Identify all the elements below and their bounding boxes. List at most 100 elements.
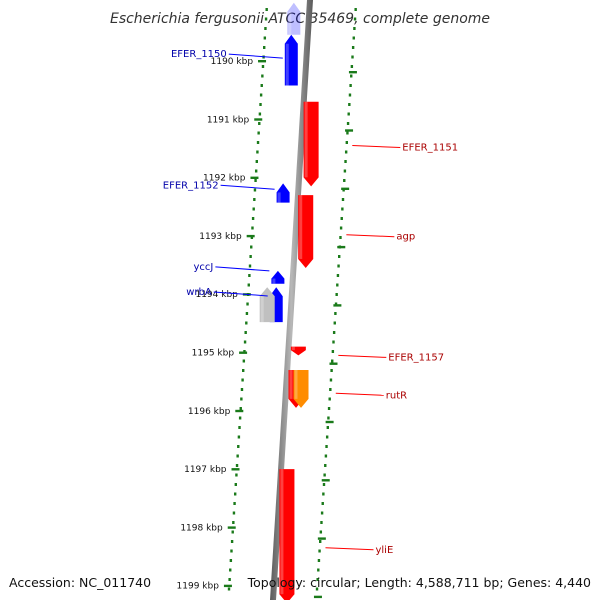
track-dot [254, 169, 258, 173]
gene-label[interactable]: yliE [375, 545, 393, 556]
track-dot [263, 36, 267, 40]
track-dot [236, 454, 239, 458]
tick-mark [239, 351, 248, 354]
gene-arrow[interactable] [293, 369, 309, 408]
track-dot [231, 530, 234, 534]
track-dot [237, 445, 240, 448]
track-dot [252, 207, 255, 211]
label-leader [325, 547, 374, 551]
track-dot [335, 293, 338, 296]
track-dot [353, 27, 356, 30]
accession-text: Accession: NC_011740 [9, 575, 151, 590]
track-dot [245, 321, 248, 325]
gene-arrow[interactable] [303, 101, 319, 187]
track-dot [256, 150, 259, 154]
track-dot [251, 226, 254, 230]
track-dot [343, 179, 346, 182]
track-dot [344, 160, 347, 163]
gene-label[interactable]: EFER_1150 [171, 49, 227, 60]
track-dot [322, 492, 325, 496]
track-dot [321, 502, 324, 505]
track-dot [315, 587, 319, 591]
track-dot [332, 331, 336, 334]
track-dot [330, 369, 333, 372]
gene-label[interactable]: yccJ [194, 262, 214, 273]
track-dot [228, 578, 231, 581]
tick-mark [258, 60, 267, 63]
track-dot [248, 264, 252, 268]
track-dot [344, 150, 348, 154]
track-dot [242, 369, 245, 372]
track-dot [240, 397, 243, 401]
tick-mark [246, 234, 255, 238]
label-leader [220, 184, 275, 190]
gene-label[interactable]: EFER_1152 [163, 180, 219, 191]
track-dot [240, 388, 244, 391]
track-dot [232, 511, 236, 515]
tick-mark [337, 245, 346, 249]
gene-highlight [285, 43, 289, 86]
track-dot [345, 141, 348, 144]
gene-label[interactable]: rutR [386, 390, 407, 401]
track-dot [325, 445, 328, 448]
gene-arrow[interactable] [276, 183, 290, 203]
track-dot [339, 236, 342, 239]
track-dot [255, 160, 258, 163]
gene-label[interactable]: EFER_1151 [402, 143, 458, 154]
tick-mark [345, 129, 354, 132]
tick-mark [321, 479, 330, 482]
track-dot [347, 112, 350, 116]
track-dot [334, 302, 338, 306]
gene-arrow[interactable] [271, 270, 285, 284]
tick-mark [325, 420, 334, 424]
track-dot [324, 454, 328, 458]
track-dot [259, 103, 262, 106]
tick-label: 1199 kbp [177, 582, 220, 592]
track-dot [348, 103, 351, 106]
track-dot [316, 578, 319, 581]
track-dot [339, 226, 343, 230]
gene-highlight [280, 469, 284, 595]
gene-label[interactable]: agp [396, 232, 415, 243]
gene-arrow[interactable] [298, 195, 314, 268]
label-leader [335, 392, 384, 396]
label-leader [228, 53, 283, 59]
track-dot [235, 464, 239, 467]
track-dot [341, 198, 345, 201]
track-dot [253, 188, 257, 192]
label-leader [338, 354, 387, 358]
track-dot [264, 17, 268, 21]
gene-arrow[interactable] [287, 2, 301, 35]
gene-arrow[interactable] [279, 469, 295, 600]
gene-highlight [277, 192, 281, 203]
gene-highlight [260, 296, 264, 323]
gene-label[interactable]: wrbA [186, 287, 212, 298]
track-dot [327, 407, 331, 410]
track-dot [247, 283, 250, 287]
track-dot [235, 473, 238, 477]
track-dot [251, 217, 255, 220]
tick-label: 1195 kbp [192, 349, 235, 359]
track-dot [227, 587, 231, 591]
track-dot [318, 549, 321, 553]
tick-mark [223, 584, 232, 588]
track-dot [332, 340, 335, 344]
tick-label: 1196 kbp [188, 407, 231, 417]
track-dot [246, 302, 249, 306]
gene-arrow[interactable] [284, 34, 298, 86]
tick-label: 1198 kbp [180, 523, 223, 533]
track-dot [331, 359, 334, 363]
label-leader [346, 234, 395, 238]
gene-highlight [294, 369, 298, 399]
gene-label[interactable]: EFER_1157 [388, 352, 444, 363]
track-dot [238, 416, 242, 420]
track-dot [348, 93, 352, 97]
tick-label: 1197 kbp [184, 465, 227, 475]
track-dot [261, 74, 264, 78]
gene-arrow[interactable] [290, 346, 306, 356]
track-dot [350, 65, 354, 68]
gene-highlight [289, 369, 293, 399]
tick-mark [341, 187, 350, 190]
genome-backbone [270, 0, 313, 600]
